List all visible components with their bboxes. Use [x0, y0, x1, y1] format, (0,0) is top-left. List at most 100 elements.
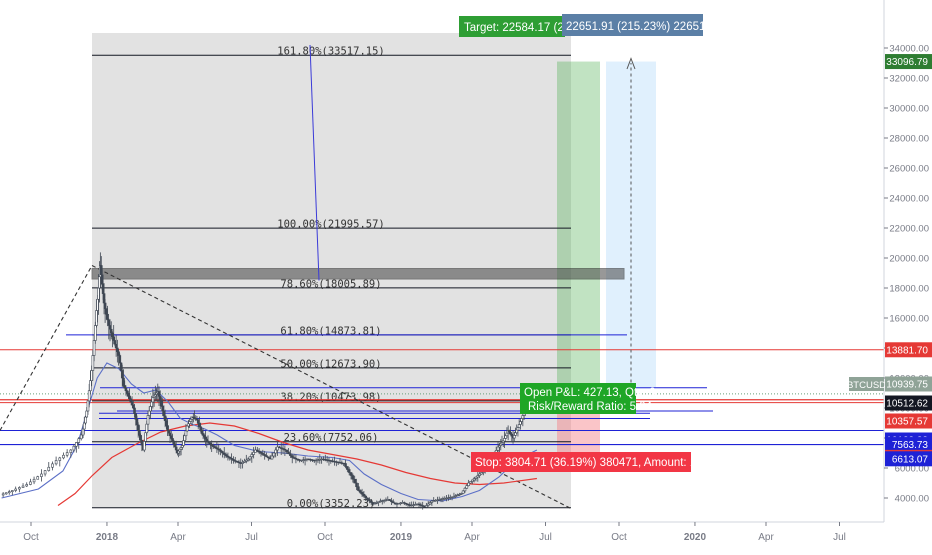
fib-label-3: 61.80%(14873.81): [280, 325, 381, 337]
candle-body: [109, 328, 113, 334]
price-label-bg-3: [885, 376, 932, 392]
y-tick-label: 24000.00: [889, 194, 929, 205]
candle-body: [14, 488, 17, 491]
candle-body: [256, 449, 259, 452]
candle-body: [263, 454, 266, 456]
candle-body: [285, 449, 289, 453]
candle-body: [476, 475, 480, 478]
candle-body: [11, 490, 14, 492]
candle-body: [118, 355, 122, 364]
candle-body: [169, 435, 173, 439]
candle-body: [248, 456, 252, 460]
candle-body: [388, 499, 391, 501]
ma-slow-line: [57, 422, 537, 506]
candle-body: [357, 486, 360, 491]
candle-body: [134, 413, 138, 420]
y-tick-label: 18000.00: [889, 284, 929, 295]
candle-body: [111, 332, 114, 338]
candle-body: [199, 426, 202, 431]
x-tick-label-9: 2020: [684, 532, 707, 543]
candle-body: [390, 500, 393, 503]
dashed-trendline-up: [0, 265, 93, 431]
x-tick-label-0: Oct: [23, 532, 39, 543]
candle-body: [128, 395, 131, 400]
candle-body: [428, 502, 432, 505]
candle-body: [274, 449, 277, 454]
candle-body: [150, 401, 153, 407]
candle-body: [139, 435, 142, 441]
candle-body: [174, 446, 178, 451]
x-tick-label-3: Jul: [245, 532, 258, 543]
candle-body: [355, 482, 358, 488]
candle-body: [183, 435, 187, 441]
candle-body: [129, 398, 133, 403]
candle-body: [198, 423, 201, 428]
candle-body: [469, 481, 472, 484]
candle-body: [25, 484, 29, 487]
candle-body: [21, 485, 25, 488]
candle-body: [133, 407, 136, 414]
candle-body: [480, 472, 483, 475]
candle-body: [79, 434, 83, 440]
candle-body: [353, 478, 357, 484]
candle-body: [505, 432, 509, 437]
candle-body: [7, 491, 11, 494]
candle-body: [375, 502, 379, 504]
candle-body: [404, 502, 408, 505]
candle-body: [425, 505, 428, 508]
candle-body: [122, 377, 125, 386]
fib-label-6: 23.60%(7752.06): [284, 432, 379, 444]
candle-body: [124, 387, 128, 392]
candle-body: [243, 460, 246, 463]
candle-body: [259, 451, 263, 454]
candle-body: [112, 336, 115, 341]
candle-body: [515, 429, 519, 434]
candle-body: [18, 487, 21, 490]
candle-body: [188, 421, 191, 425]
candle-body: [145, 423, 149, 434]
candle-body: [241, 462, 244, 464]
price-label-9: 6613.07: [892, 454, 929, 465]
symbol-tag: BTCUSD: [847, 380, 886, 391]
candle-body: [125, 390, 129, 394]
candle-body: [458, 493, 461, 496]
candle-body: [252, 451, 255, 455]
candle-body: [43, 470, 47, 475]
candle-body: [250, 454, 254, 458]
candle-body: [117, 351, 120, 356]
candle-body: [504, 435, 507, 439]
candle-body: [210, 444, 213, 446]
candle-body: [296, 458, 300, 461]
stop-label-bg: [471, 452, 691, 472]
candle-body: [519, 421, 522, 425]
candle-body: [147, 410, 151, 416]
candle-body: [417, 503, 421, 506]
candle-body: [158, 396, 162, 402]
candle-body: [294, 457, 298, 460]
candle-body: [362, 493, 366, 497]
price-label-0: 33096.79: [886, 57, 928, 68]
y-tick-label: 20000.00: [889, 254, 929, 265]
candle-body: [72, 445, 76, 451]
candle-body: [403, 502, 406, 504]
x-tick-label-5: 2019: [390, 532, 413, 543]
candle-body: [184, 430, 188, 437]
candle-body: [116, 347, 119, 353]
price-label-bg-5: [885, 413, 932, 429]
candle-body: [119, 362, 123, 371]
candle-body: [346, 466, 349, 470]
candle-body: [81, 428, 85, 436]
candle-body: [474, 476, 478, 479]
x-tick-label-1: 2018: [96, 532, 119, 543]
candle-body: [106, 313, 109, 321]
candle-body: [344, 463, 347, 467]
target-zone: [557, 61, 600, 401]
fib-label-7: 0.00%(3352.23): [287, 498, 376, 510]
candle-body: [108, 325, 112, 330]
candle-body: [62, 454, 65, 459]
candle-body: [281, 448, 285, 450]
candle-body: [160, 400, 163, 407]
candle-body: [114, 343, 118, 349]
